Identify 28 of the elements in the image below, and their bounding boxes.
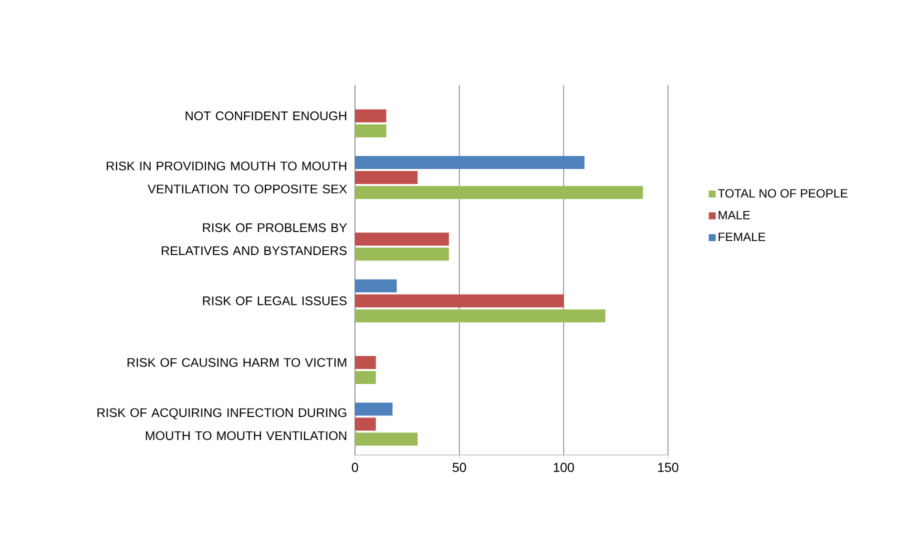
- bar: [355, 124, 386, 138]
- x-tick-label: 50: [452, 462, 466, 472]
- y-tick-label: NOT CONFIDENT ENOUGH: [186, 111, 346, 120]
- x-tick-label: 150: [658, 462, 678, 472]
- bar: [355, 356, 376, 369]
- bar: [355, 402, 393, 416]
- bar: [355, 418, 376, 431]
- bar: [355, 109, 386, 122]
- bar: [355, 171, 418, 184]
- x-tick-label: 0: [352, 462, 358, 472]
- bar: [355, 294, 564, 308]
- legend-label: FEMALE: [718, 232, 766, 241]
- y-tick-label: RISK OF ACQUIRING INFECTION DURING MOUTH TO MOUTH VENTILATION: [98, 408, 346, 440]
- legend-label: MALE: [718, 210, 750, 220]
- legend-label: TOTAL NO OF PEOPLE: [718, 189, 848, 198]
- bar: [355, 186, 643, 200]
- bar: [355, 370, 376, 384]
- y-tick-label: RISK IN PROVIDING MOUTH TO MOUTH VENTILATION TO OPPOSITE SEX: [106, 162, 347, 194]
- y-tick-label: RISK OF CAUSING HARM TO VICTIM: [128, 358, 346, 367]
- bar: [355, 156, 585, 169]
- bar: [355, 309, 606, 322]
- bar: [355, 248, 449, 261]
- y-tick-label: RISK OF LEGAL ISSUES: [203, 296, 347, 306]
- x-tick-label: 100: [554, 462, 574, 472]
- y-tick-label: RISK OF PROBLEMS BY RELATIVES AND BYSTANDERS: [162, 223, 347, 256]
- bar: [355, 432, 418, 446]
- bar: [355, 279, 397, 292]
- bar: [355, 232, 449, 246]
